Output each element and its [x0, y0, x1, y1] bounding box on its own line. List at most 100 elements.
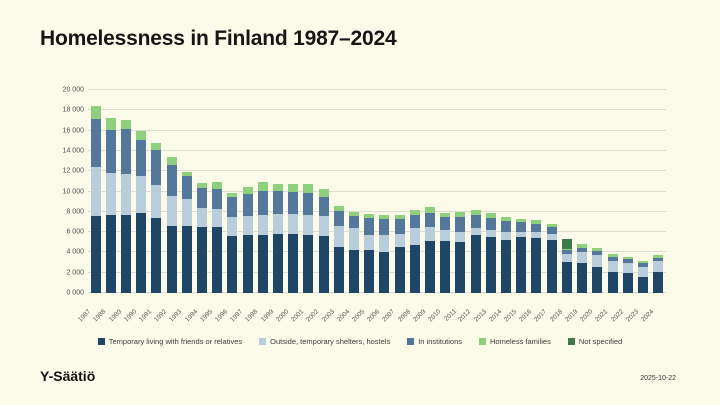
bar-segment: [577, 263, 588, 293]
bar-slot: [377, 90, 392, 293]
bar-segment: [546, 239, 557, 293]
bar-segment: [546, 234, 557, 240]
bar-segment: [425, 207, 436, 213]
bar-segment: [333, 225, 344, 248]
bar-2016: [531, 90, 542, 293]
bar-segment: [197, 188, 208, 208]
bar-segment: [333, 206, 344, 211]
bar-segment: [607, 272, 618, 293]
date-label: 2025-10-22: [640, 375, 676, 382]
bar-segment: [440, 217, 451, 230]
bar-segment: [379, 251, 390, 293]
bar-2017: [546, 90, 557, 293]
bar-segment: [333, 247, 344, 293]
bar-segment: [197, 183, 208, 189]
bar-chart: [88, 90, 666, 293]
bar-segment: [212, 182, 223, 189]
bar-1987: [90, 90, 101, 293]
bar-segment: [136, 176, 147, 213]
y-tick-label: 2 000: [66, 269, 84, 277]
bar-segment: [394, 218, 405, 235]
plot-area: [88, 89, 666, 293]
bar-segment: [531, 231, 542, 238]
bar-1993: [181, 90, 192, 293]
bar-slot: [225, 90, 240, 293]
bar-slot: [483, 90, 498, 293]
bar-segment: [242, 193, 253, 217]
y-tick-label: 14 000: [62, 147, 84, 155]
bar-slot: [620, 90, 635, 293]
legend-label: In institutions: [418, 337, 462, 346]
bar-2007: [394, 90, 405, 293]
bar-slot: [316, 90, 331, 293]
legend-item: In institutions: [407, 337, 462, 346]
bar-segment: [273, 183, 284, 192]
bar-segment: [622, 262, 633, 273]
bar-segment: [607, 261, 618, 273]
y-tick-label: 12 000: [62, 167, 84, 175]
bar-segment: [637, 261, 648, 263]
bar-slot: [392, 90, 407, 293]
bar-2003: [333, 90, 344, 293]
bar-slot: [651, 90, 666, 293]
bar-slot: [514, 90, 529, 293]
bar-2011: [455, 90, 466, 293]
bar-slot: [164, 90, 179, 293]
bar-segment: [470, 215, 481, 229]
bar-slot: [103, 90, 118, 293]
bar-segment: [440, 241, 451, 293]
gridline: [88, 109, 666, 111]
gridline: [88, 89, 666, 90]
gridline: [88, 149, 666, 151]
bar-segment: [273, 234, 284, 293]
bar-segment: [364, 218, 375, 235]
legend-label: Outside, temporary shelters, hostels: [270, 337, 391, 346]
bar-segment: [288, 192, 299, 215]
bar-segment: [364, 214, 375, 219]
bar-slot: [498, 90, 513, 293]
bar-segment: [622, 272, 633, 293]
bar-segment: [425, 212, 436, 228]
bar-slot: [301, 90, 316, 293]
bar-segment: [257, 234, 268, 293]
bar-segment: [653, 255, 664, 258]
bar-slot: [362, 90, 377, 293]
bar-segment: [516, 219, 527, 223]
bar-segment: [257, 181, 268, 191]
legend-item: Not specified: [567, 337, 622, 346]
bar-slot: [255, 90, 270, 293]
bar-segment: [637, 262, 648, 267]
legend-swatch: [97, 338, 105, 345]
bar-1994: [197, 90, 208, 293]
bar-segment: [151, 142, 162, 150]
bar-2020: [592, 90, 603, 293]
bar-segment: [409, 209, 420, 215]
bar-segment: [485, 217, 496, 230]
bar-segment: [592, 255, 603, 267]
bar-segment: [394, 234, 405, 248]
legend-swatch: [479, 338, 486, 345]
bar-segment: [166, 164, 177, 196]
bar-slot: [88, 90, 103, 293]
bar-segment: [212, 227, 223, 293]
bar-slot: [179, 90, 194, 293]
bar-segment: [546, 226, 557, 235]
bar-1989: [121, 90, 131, 293]
y-tick-label: 4 000: [66, 248, 84, 256]
bar-segment: [531, 220, 542, 224]
bar-segment: [577, 244, 588, 248]
bar-segment: [577, 252, 588, 264]
bar-1998: [257, 90, 268, 293]
bar-segment: [455, 241, 466, 293]
bar-slot: [422, 90, 437, 293]
bar-segment: [622, 258, 633, 263]
bar-2019: [577, 90, 588, 293]
y-tick-label: 16 000: [62, 127, 84, 135]
y-tick-label: 20 000: [62, 86, 84, 94]
bar-segment: [409, 228, 420, 246]
bar-segment: [455, 217, 466, 232]
y-axis-labels: 0 000 2 000 4 000 6 000 8 000 10 000 12 000 14 …: [0, 86, 84, 297]
bar-2002: [318, 90, 329, 293]
bar-segment: [257, 215, 268, 235]
